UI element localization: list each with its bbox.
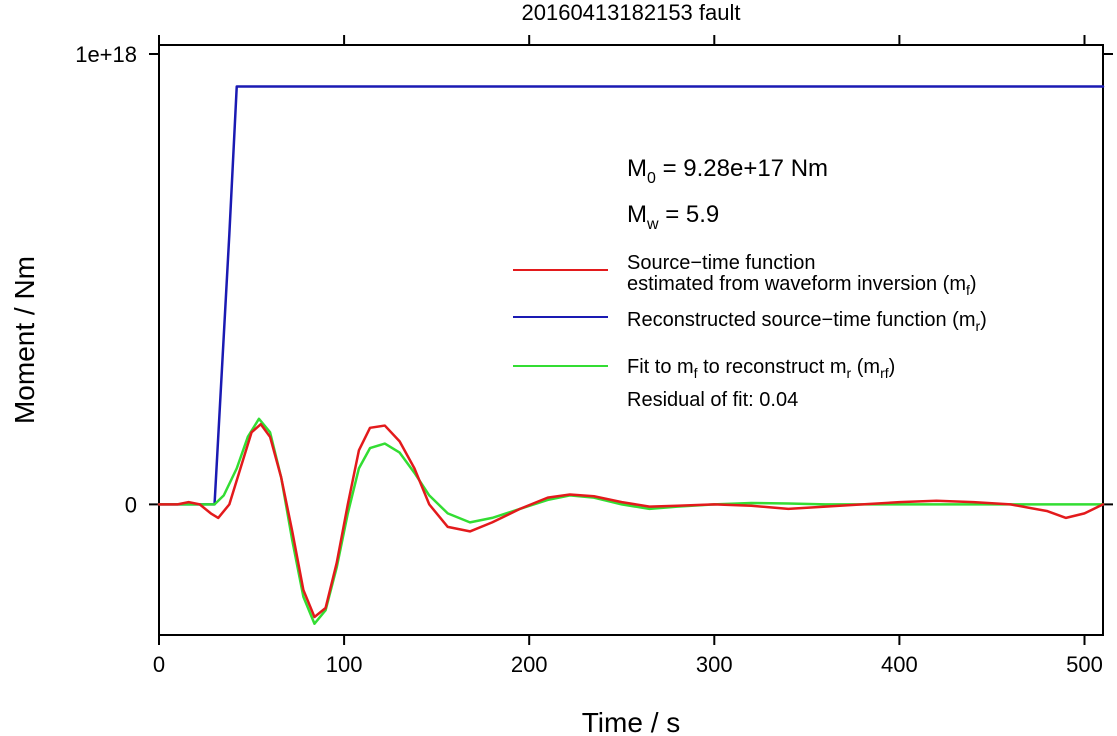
series-estimated-line bbox=[157, 422, 1105, 619]
plot-frame bbox=[158, 44, 1104, 636]
series-fit-line bbox=[157, 417, 1105, 625]
x-tick-label-1: 100 bbox=[326, 652, 363, 677]
mw-annotation: Mw = 5.9 bbox=[627, 201, 719, 233]
x-tick-label-3: 300 bbox=[696, 652, 733, 677]
legend-label-red-line2: estimated from waveform inversion (mf) bbox=[627, 273, 977, 298]
y-tick-label-1: 1e+18 bbox=[75, 42, 137, 67]
legend-label-green: Fit to mf to reconstruct mr (mrf) bbox=[627, 356, 895, 381]
y-axis-title: Moment / Nm bbox=[9, 256, 40, 424]
series-reconstructed-line bbox=[157, 85, 1105, 506]
x-tick-label-2: 200 bbox=[511, 652, 548, 677]
y-tick-label-0: 0 bbox=[125, 492, 137, 517]
legend-label-red-line1: Source−time function bbox=[627, 252, 815, 274]
x-axis-title: Time / s bbox=[582, 707, 681, 736]
x-tick-label-5: 500 bbox=[1066, 652, 1103, 677]
m0-annotation: M0 = 9.28e+17 Nm bbox=[627, 155, 828, 187]
chart-title: 20160413182153 fault bbox=[522, 0, 741, 25]
x-tick-label-4: 400 bbox=[881, 652, 918, 677]
x-tick-label-0: 0 bbox=[153, 652, 165, 677]
legend: Source−time function estimated from wave… bbox=[513, 252, 987, 411]
legend-label-blue: Reconstructed source−time function (mr) bbox=[627, 309, 987, 334]
residual-annotation: Residual of fit: 0.04 bbox=[627, 389, 798, 411]
axis-ticks: 0 100 200 300 400 500 0 1e+18 bbox=[75, 35, 1113, 677]
series-group bbox=[157, 85, 1105, 625]
